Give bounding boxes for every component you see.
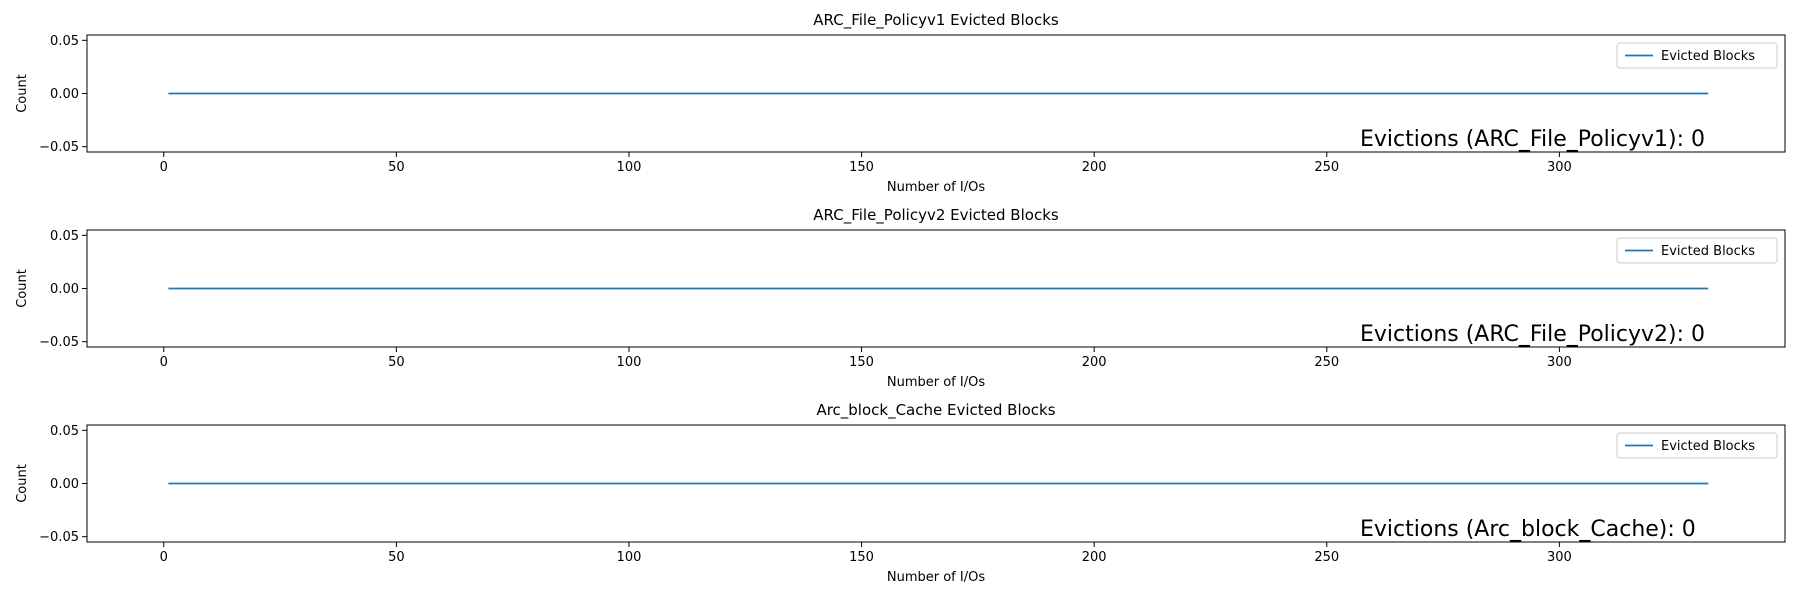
evictions-annotation: Evictions (ARC_File_Policyv2): 0 bbox=[1360, 322, 1705, 347]
legend-label: Evicted Blocks bbox=[1661, 49, 1755, 64]
x-tick-label: 100 bbox=[617, 355, 642, 370]
x-tick-label: 200 bbox=[1082, 550, 1107, 565]
legend: Evicted Blocks bbox=[1616, 237, 1778, 264]
panel-2: ARC_File_Policyv2 Evicted Blocks 0 50 100 15… bbox=[15, 206, 1786, 390]
evictions-annotation: Evictions (ARC_File_Policyv1): 0 bbox=[1360, 127, 1705, 152]
x-axis-label: Number of I/Os bbox=[887, 375, 985, 390]
y-tick-label: 0.00 bbox=[50, 477, 79, 492]
y-axis-label: Count bbox=[15, 464, 30, 503]
legend-box bbox=[1616, 237, 1778, 264]
chart-title: Arc_block_Cache Evicted Blocks bbox=[816, 401, 1055, 420]
chart-title: ARC_File_Policyv2 Evicted Blocks bbox=[813, 206, 1059, 225]
legend-box bbox=[1616, 432, 1778, 459]
chart-title: ARC_File_Policyv1 Evicted Blocks bbox=[813, 11, 1059, 30]
x-tick-label: 100 bbox=[617, 160, 642, 175]
x-tick-label: 250 bbox=[1314, 160, 1339, 175]
x-tick-label: 250 bbox=[1314, 550, 1339, 565]
x-tick-label: 50 bbox=[388, 160, 405, 175]
x-tick-label: 0 bbox=[160, 550, 168, 565]
panel-1: ARC_File_Policyv1 Evicted Blocks 0 50 100 15… bbox=[15, 11, 1786, 195]
x-tick-label: 0 bbox=[160, 355, 168, 370]
legend-label: Evicted Blocks bbox=[1661, 244, 1755, 259]
x-tick-label: 50 bbox=[388, 550, 405, 565]
x-axis-label: Number of I/Os bbox=[887, 180, 985, 195]
x-tick-label: 150 bbox=[849, 550, 874, 565]
y-axis-label: Count bbox=[15, 74, 30, 113]
x-tick-label: 300 bbox=[1547, 160, 1572, 175]
panel-3: Arc_block_Cache Evicted Blocks 0 50 100 150 2… bbox=[15, 401, 1786, 585]
x-tick-label: 100 bbox=[617, 550, 642, 565]
x-tick-label: 250 bbox=[1314, 355, 1339, 370]
x-axis-label: Number of I/Os bbox=[887, 570, 985, 585]
y-tick-label: −0.05 bbox=[39, 335, 79, 350]
x-tick-label: 300 bbox=[1547, 355, 1572, 370]
y-axis-label: Count bbox=[15, 269, 30, 308]
legend: Evicted Blocks bbox=[1616, 432, 1778, 459]
legend-label: Evicted Blocks bbox=[1661, 439, 1755, 454]
legend-box bbox=[1616, 42, 1778, 69]
x-tick-label: 0 bbox=[160, 160, 168, 175]
y-tick-label: −0.05 bbox=[39, 530, 79, 545]
y-tick-label: 0.05 bbox=[50, 229, 79, 244]
y-tick-label: 0.00 bbox=[50, 87, 79, 102]
y-tick-label: 0.05 bbox=[50, 34, 79, 49]
x-tick-label: 50 bbox=[388, 355, 405, 370]
x-tick-label: 150 bbox=[849, 160, 874, 175]
x-tick-label: 200 bbox=[1082, 355, 1107, 370]
y-tick-label: 0.05 bbox=[50, 424, 79, 439]
x-tick-label: 300 bbox=[1547, 550, 1572, 565]
y-tick-label: −0.05 bbox=[39, 140, 79, 155]
y-tick-label: 0.00 bbox=[50, 282, 79, 297]
x-tick-label: 150 bbox=[849, 355, 874, 370]
evictions-annotation: Evictions (Arc_block_Cache): 0 bbox=[1360, 517, 1696, 542]
x-tick-label: 200 bbox=[1082, 160, 1107, 175]
legend: Evicted Blocks bbox=[1616, 42, 1778, 69]
